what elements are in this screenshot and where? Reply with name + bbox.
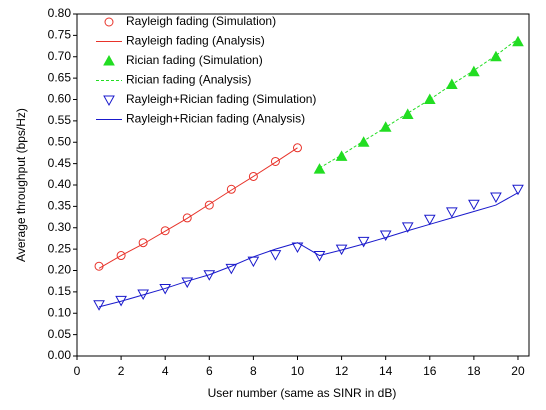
- x-axis-title: User number (same as SINR in dB): [208, 386, 397, 400]
- x-tick-label: 14: [379, 364, 393, 378]
- legend-label: Rayleigh+Rician fading (Simulation): [126, 92, 316, 106]
- legend-marker: [104, 17, 114, 27]
- series-line: [319, 38, 519, 169]
- y-tick-label: 0.80: [48, 6, 72, 20]
- x-tick-label: 0: [74, 364, 81, 378]
- y-tick-label: 0.25: [48, 241, 72, 255]
- legend-label: Rayleigh fading (Analysis): [126, 34, 265, 48]
- y-tick-label: 0.65: [48, 70, 72, 84]
- y-tick-label: 0.00: [48, 348, 72, 362]
- y-tick-label: 0.20: [48, 263, 72, 277]
- marker: [313, 251, 326, 262]
- marker: [181, 277, 194, 289]
- x-tick-label: 2: [118, 364, 125, 378]
- series-line: [98, 192, 519, 308]
- y-tick-label: 0.30: [48, 220, 72, 234]
- x-tick-label: 6: [206, 364, 213, 378]
- y-tick-label: 0.35: [48, 199, 72, 213]
- marker: [248, 171, 258, 181]
- marker: [160, 226, 170, 236]
- legend-marker: [103, 54, 115, 66]
- marker: [401, 108, 414, 119]
- y-axis-title: Average throughput (bps/Hz): [14, 108, 28, 262]
- y-tick-label: 0.50: [48, 134, 72, 148]
- marker: [182, 213, 192, 223]
- marker: [226, 184, 236, 194]
- x-tick-label: 12: [335, 364, 349, 378]
- x-tick-label: 16: [423, 364, 437, 378]
- series-line: [98, 147, 298, 269]
- marker: [468, 65, 480, 77]
- legend-label: Rayleigh+Rician fading (Analysis): [126, 112, 305, 126]
- marker: [512, 35, 524, 47]
- x-tick-label: 10: [291, 364, 305, 378]
- x-tick-label: 18: [467, 364, 481, 378]
- marker: [313, 163, 326, 174]
- y-tick-label: 0.55: [48, 113, 72, 127]
- marker: [93, 300, 105, 311]
- marker: [357, 136, 370, 147]
- y-tick-label: 0.75: [48, 28, 72, 42]
- marker: [512, 184, 524, 196]
- x-tick-label: 20: [511, 364, 525, 378]
- marker: [379, 230, 392, 242]
- marker: [270, 156, 280, 166]
- x-tick-label: 8: [250, 364, 257, 378]
- marker: [335, 150, 348, 161]
- marker: [490, 192, 502, 203]
- marker: [204, 200, 214, 210]
- marker: [468, 199, 480, 211]
- y-tick-label: 0.05: [48, 327, 72, 341]
- marker: [225, 263, 238, 275]
- x-tick-label: 4: [162, 364, 169, 378]
- y-tick-label: 0.45: [48, 156, 72, 170]
- y-tick-label: 0.15: [48, 284, 72, 298]
- y-tick-label: 0.60: [48, 92, 72, 106]
- marker: [292, 143, 302, 153]
- marker: [138, 238, 148, 248]
- marker: [401, 222, 414, 233]
- y-tick-label: 0.70: [48, 49, 72, 63]
- legend-marker: [103, 95, 115, 107]
- marker: [357, 236, 370, 248]
- legend-label: Rician fading (Analysis): [126, 73, 251, 87]
- marker: [116, 251, 126, 261]
- y-tick-label: 0.40: [48, 177, 72, 191]
- marker: [269, 250, 282, 261]
- legend-label: Rayleigh fading (Simulation): [126, 14, 276, 28]
- marker: [445, 207, 458, 218]
- legend-label: Rician fading (Simulation): [126, 53, 263, 67]
- marker: [423, 214, 436, 226]
- y-tick-label: 0.10: [48, 305, 72, 319]
- marker: [490, 50, 502, 62]
